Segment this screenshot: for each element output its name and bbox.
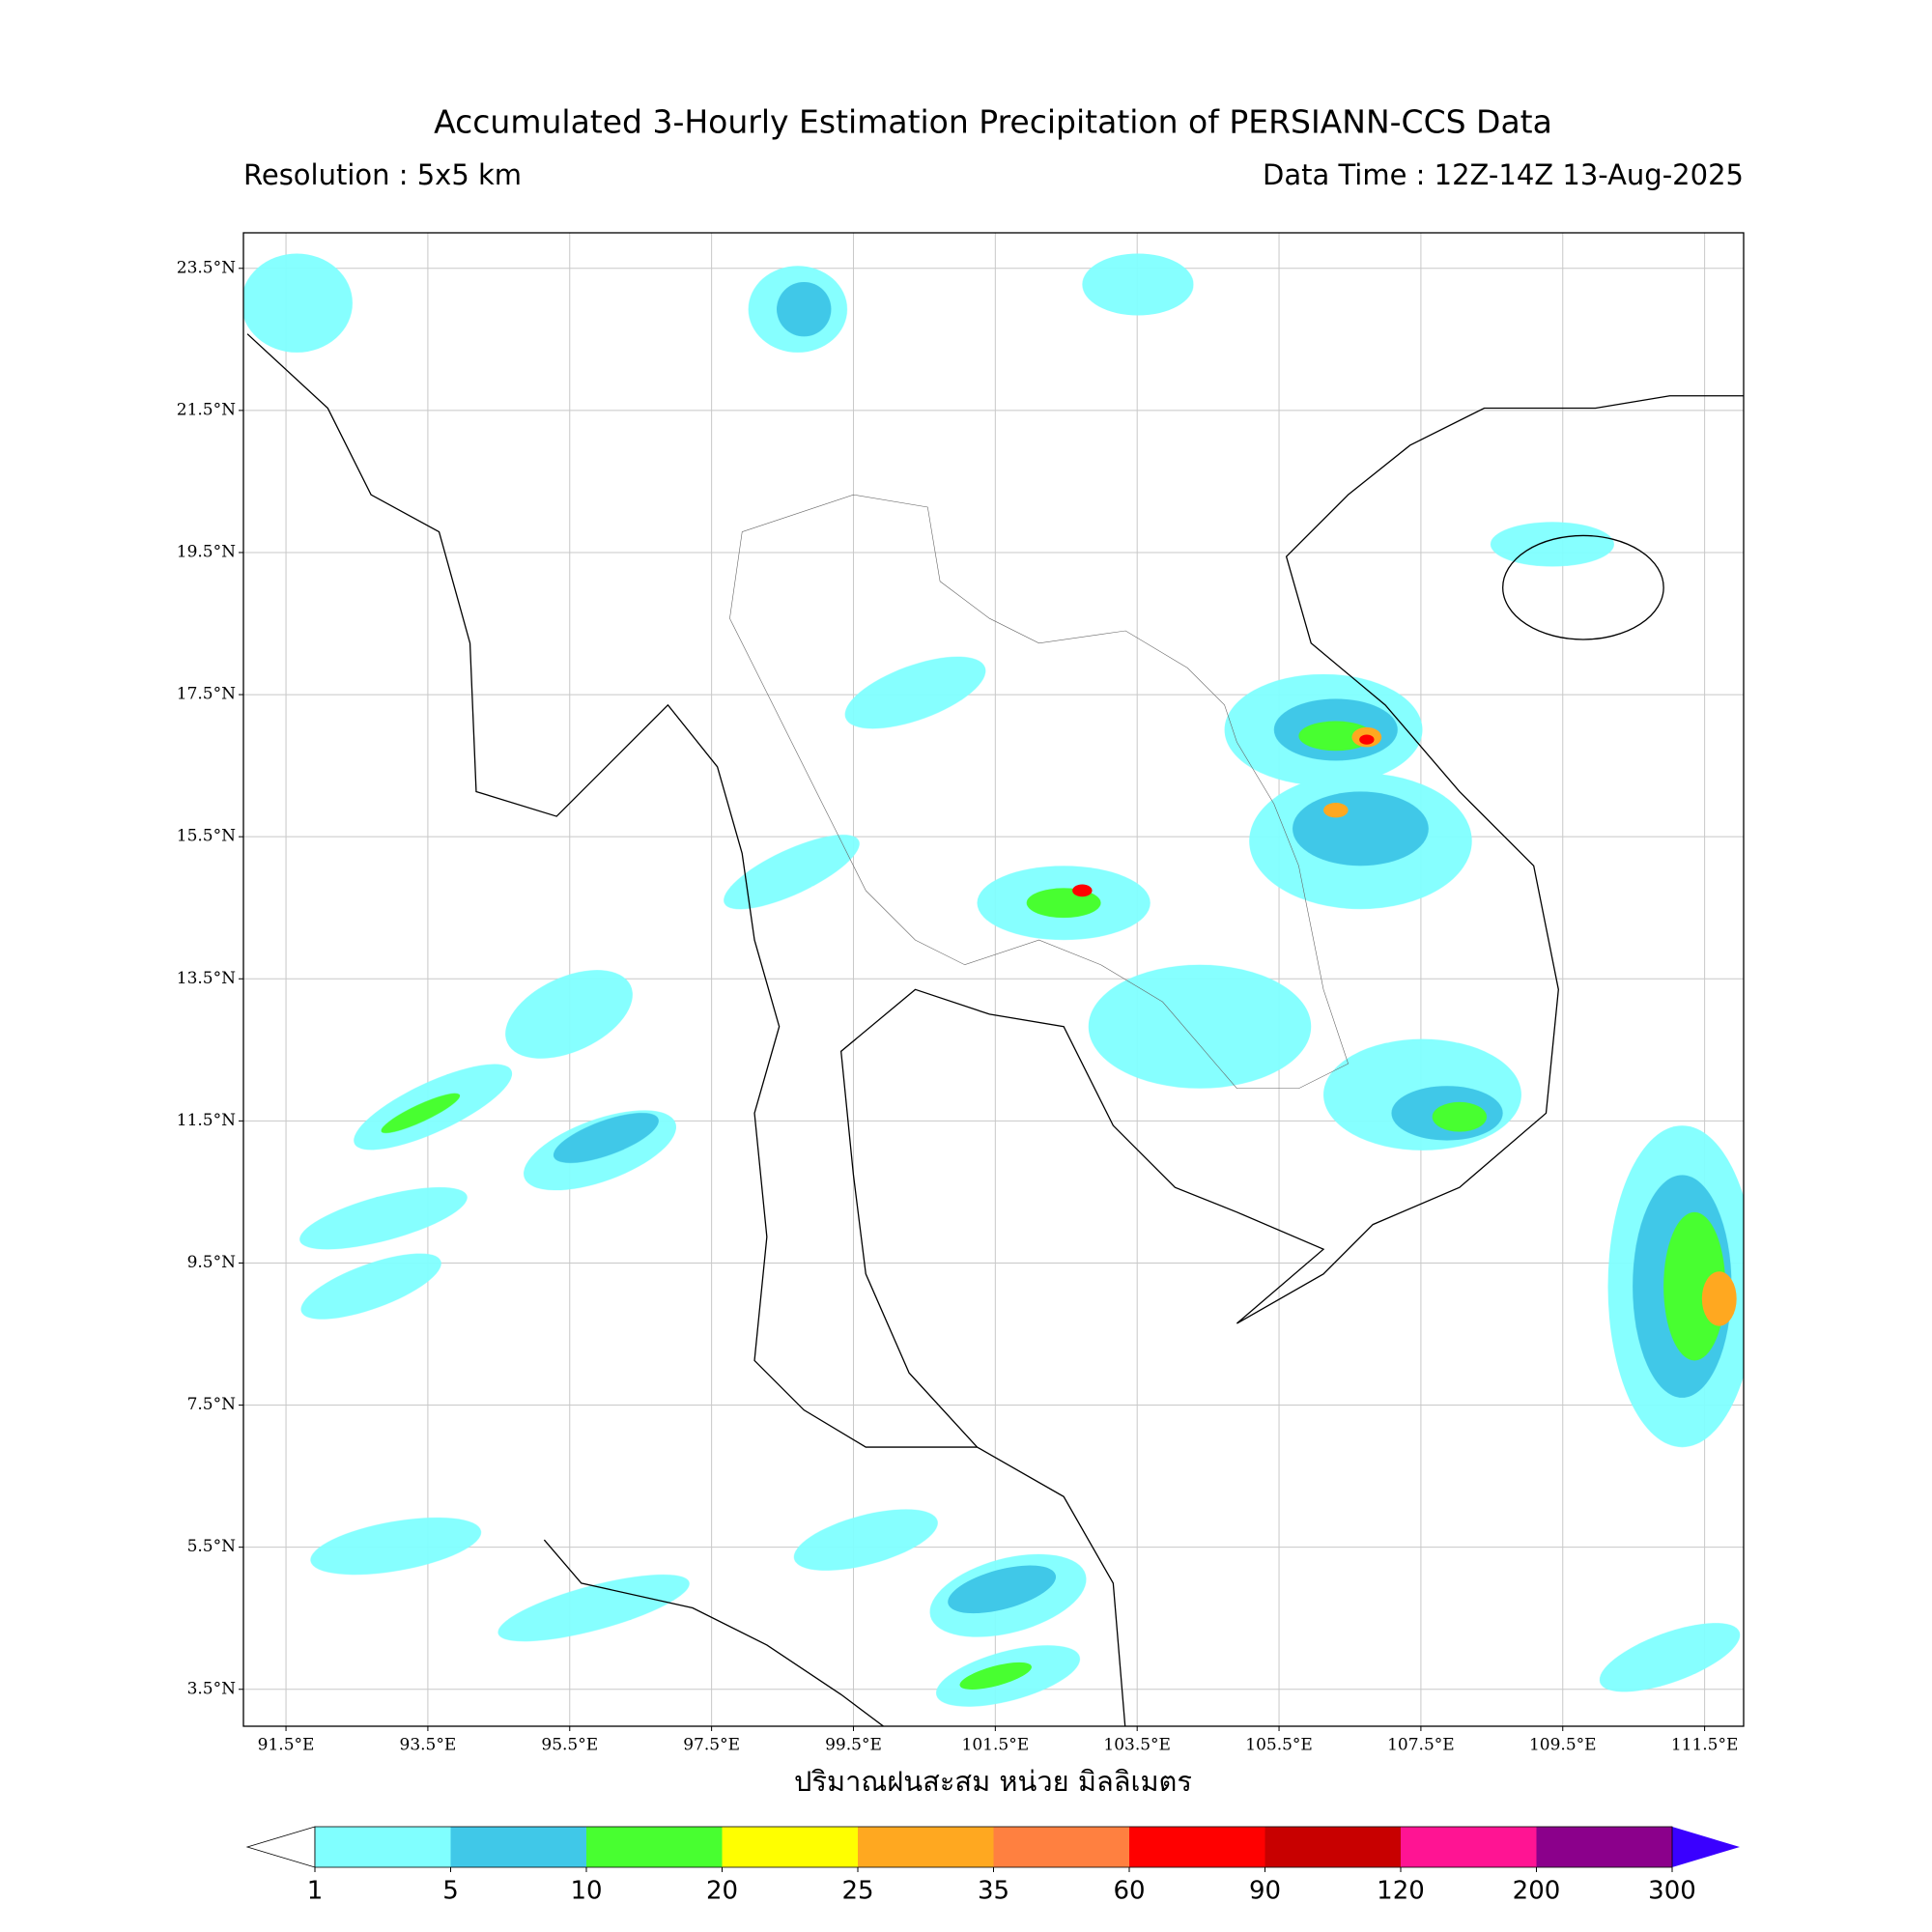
- x-tick-label: 101.5°E: [962, 1736, 1030, 1755]
- title: Accumulated 3-Hourly Estimation Precipit…: [434, 103, 1552, 141]
- rain-cell: [948, 1565, 1057, 1614]
- colorbar-label: 5: [442, 1877, 459, 1906]
- rain-cell: [299, 1187, 468, 1250]
- coastline: [1503, 535, 1663, 639]
- rain-cell: [1432, 1101, 1488, 1132]
- x-tick-label: 109.5°E: [1529, 1736, 1597, 1755]
- rain-cell: [1599, 1623, 1741, 1692]
- coastline: [544, 1540, 891, 1731]
- y-tick-label: 5.5°N: [187, 1537, 237, 1556]
- x-tick-label: 103.5°E: [1103, 1736, 1171, 1755]
- x-tick-label: 93.5°E: [400, 1736, 457, 1755]
- rain-cell: [553, 1113, 659, 1163]
- rain-cell: [310, 1517, 482, 1576]
- data-time: Data Time : 12Z-14Z 13-Aug-2025: [1263, 158, 1744, 191]
- rain-cell: [243, 253, 353, 353]
- rain-cell: [1072, 884, 1093, 897]
- x-tick-label: 107.5°E: [1387, 1736, 1455, 1755]
- resolution: Resolution : 5x5 km: [243, 158, 522, 191]
- rain-cell: [724, 835, 860, 910]
- rain-cell: [1490, 522, 1614, 567]
- colorbar-label: 10: [570, 1877, 602, 1906]
- y-tick-label: 13.5°N: [177, 969, 236, 988]
- rain-cell: [1298, 721, 1374, 752]
- rain-cell: [959, 1662, 1032, 1690]
- colorbar-label: 1: [307, 1877, 324, 1906]
- rain-cell: [300, 1253, 441, 1320]
- x-tick-label: 97.5°E: [683, 1736, 740, 1755]
- rain-cell: [505, 970, 633, 1059]
- x-tick-label: 95.5°E: [541, 1736, 598, 1755]
- rain-cell: [1663, 1211, 1726, 1361]
- rain-cell: [497, 1574, 690, 1642]
- colorbar-under: [245, 1826, 316, 1868]
- y-tick-label: 7.5°N: [187, 1395, 237, 1414]
- colorbar-segment: [858, 1827, 994, 1867]
- rain-cell: [793, 1509, 938, 1571]
- map-layer: [243, 253, 1745, 1732]
- colorbar-label: 90: [1249, 1877, 1281, 1906]
- rain-cell: [1701, 1271, 1737, 1326]
- colorbar-label: 300: [1648, 1877, 1696, 1906]
- colorbar-segment: [1536, 1827, 1673, 1867]
- colorbar-over: [1672, 1827, 1740, 1867]
- map-frame: [242, 232, 1745, 1727]
- rain-field: [243, 253, 1745, 1732]
- colorbar-label: 20: [706, 1877, 738, 1906]
- colorbar-label: 35: [978, 1877, 1009, 1906]
- colorbar-segment: [586, 1827, 723, 1867]
- colorbar-label: 60: [1113, 1877, 1145, 1906]
- y-tick-label: 19.5°N: [177, 542, 236, 561]
- grid: 91.5°E 93.5°E 95.5°E 97.5°E 99.5°E 101.5°E 103…: [177, 233, 1744, 1755]
- x-tick-label: 105.5°E: [1245, 1736, 1313, 1755]
- rain-cell: [777, 281, 832, 337]
- y-tick-label: 15.5°N: [177, 827, 236, 846]
- colorbar-segment: [1401, 1827, 1537, 1867]
- colorbar-segment: [315, 1827, 451, 1867]
- rain-cell: [844, 656, 986, 729]
- colorbar-label: 25: [841, 1877, 873, 1906]
- rain-cell: [1082, 253, 1194, 316]
- colorbar-label: 120: [1377, 1877, 1425, 1906]
- y-tick-label: 9.5°N: [187, 1253, 237, 1272]
- colorbar-segment: [1129, 1827, 1265, 1867]
- y-tick-label: 11.5°N: [177, 1111, 236, 1130]
- colorbar-segment: [993, 1827, 1130, 1867]
- y-tick-label: 23.5°N: [177, 258, 236, 277]
- coastline: [247, 334, 1125, 1732]
- rain-cell: [381, 1093, 461, 1133]
- colorbar: 1 5 10 20 25 35 60 90 120 200 300: [245, 1826, 1740, 1906]
- x-tick-label: 99.5°E: [825, 1736, 882, 1755]
- y-tick-label: 21.5°N: [177, 400, 236, 419]
- border: [729, 495, 1348, 1089]
- coastline: [841, 396, 1745, 1447]
- rain-cell: [1293, 791, 1429, 867]
- colorbar-segment: [722, 1827, 859, 1867]
- y-tick-label: 3.5°N: [187, 1679, 237, 1698]
- colorbar-segment: [1264, 1827, 1402, 1867]
- colorbar-label: 200: [1513, 1877, 1561, 1906]
- rain-cell: [1323, 802, 1349, 818]
- rain-cell: [1359, 734, 1375, 745]
- y-tick-label: 17.5°N: [177, 685, 236, 704]
- x-axis-label: ปริมาณฝนสะสม หน่วย มิลลิเมตร: [794, 1765, 1192, 1798]
- x-tick-label: 111.5°E: [1671, 1736, 1739, 1755]
- x-tick-label: 91.5°E: [258, 1736, 315, 1755]
- rain-cell: [1088, 964, 1312, 1089]
- colorbar-segment: [450, 1827, 587, 1867]
